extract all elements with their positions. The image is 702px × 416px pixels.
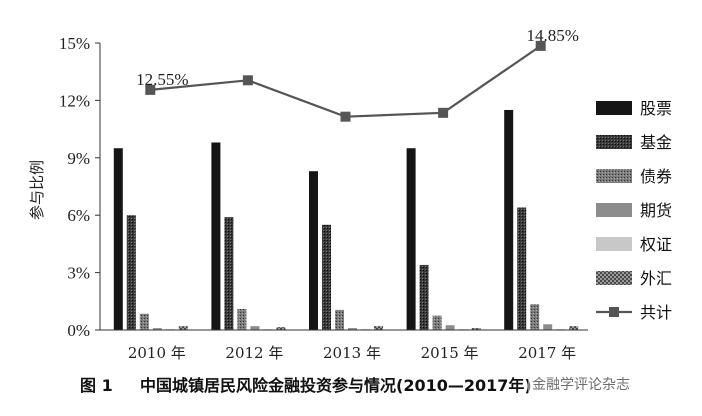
bar-债券	[335, 309, 344, 330]
legend-line-marker	[609, 307, 619, 317]
y-tick-label: 15%	[59, 34, 90, 53]
x-category-label: 2012 年	[225, 344, 283, 362]
data-annotation: 12.55%	[136, 70, 188, 89]
bar-股票	[406, 148, 416, 330]
legend-label: 期货	[640, 201, 672, 220]
chart-svg: 参与比例 0%3%6%9%12%15% 2010 年 2012 年 2013 年 20…	[28, 26, 672, 362]
x-category-label: 2010 年	[128, 344, 186, 362]
legend-swatch	[596, 135, 632, 149]
legend-swatch	[596, 237, 632, 251]
figure-label: 图 1	[80, 376, 113, 395]
legend-swatch	[596, 101, 632, 115]
watermark-text: 金融学评论杂志	[528, 374, 634, 394]
legend-swatch	[596, 271, 632, 285]
legend-label: 外汇	[640, 269, 672, 288]
bar-期货	[543, 324, 553, 330]
bar-股票	[504, 109, 514, 330]
legend-label: 股票	[640, 99, 672, 118]
legend-label: 基金	[640, 133, 672, 152]
x-category-label: 2017 年	[518, 344, 576, 362]
line-point	[438, 107, 449, 118]
bar-外汇	[178, 326, 188, 330]
bar-外汇	[471, 328, 481, 330]
total-line-series	[145, 40, 546, 122]
bar-基金	[517, 207, 527, 330]
bar-基金	[322, 224, 331, 330]
x-category-label: 2015 年	[421, 344, 479, 362]
y-tick-label: 9%	[67, 149, 90, 168]
legend-label: 共计	[640, 303, 672, 322]
line-point	[242, 75, 253, 86]
y-tick-label: 3%	[67, 264, 90, 283]
line-共计	[150, 44, 542, 118]
legend-swatch	[596, 169, 632, 183]
bar-外汇	[569, 326, 579, 330]
y-tick-label: 6%	[67, 206, 90, 225]
bar-债券	[237, 308, 247, 330]
x-axis-labels: 2010 年 2012 年 2013 年 2015 年 2017 年	[128, 344, 576, 362]
bar-期货	[445, 325, 455, 330]
x-category-label: 2013 年	[323, 344, 381, 362]
bar-股票	[211, 142, 221, 330]
bar-债券	[432, 315, 442, 330]
bar-基金	[126, 215, 136, 330]
bar-期货	[152, 328, 162, 330]
bar-期货	[348, 328, 357, 330]
annotations: 12.55% 14.85%	[136, 26, 579, 89]
data-annotation: 14.85%	[526, 26, 578, 45]
bar-期货	[250, 326, 260, 330]
y-tick-label: 12%	[59, 91, 90, 110]
bar-外汇	[374, 326, 383, 330]
line-point	[535, 40, 546, 51]
y-tick-label: 0%	[67, 321, 90, 340]
bar-债券	[530, 304, 540, 330]
y-axis-ticks: 0% 3% 6% 9% 12% 15%	[59, 34, 100, 340]
line-point	[340, 111, 351, 122]
bar-基金	[224, 217, 234, 330]
bar-股票	[113, 148, 123, 330]
line-point	[145, 84, 156, 95]
legend-swatch	[596, 203, 632, 217]
y-axis-title: 参与比例	[28, 160, 46, 220]
bar-外汇	[276, 327, 286, 330]
legend-label: 债券	[640, 167, 672, 186]
figure-title: 中国城镇居民风险金融投资参与情况(2010—2017年)	[140, 376, 532, 395]
legend-label: 权证	[640, 235, 672, 254]
axes	[99, 43, 588, 331]
bar-股票	[309, 171, 318, 330]
bar-债券	[139, 313, 149, 330]
bar-series	[113, 109, 579, 330]
bar-基金	[419, 264, 429, 330]
